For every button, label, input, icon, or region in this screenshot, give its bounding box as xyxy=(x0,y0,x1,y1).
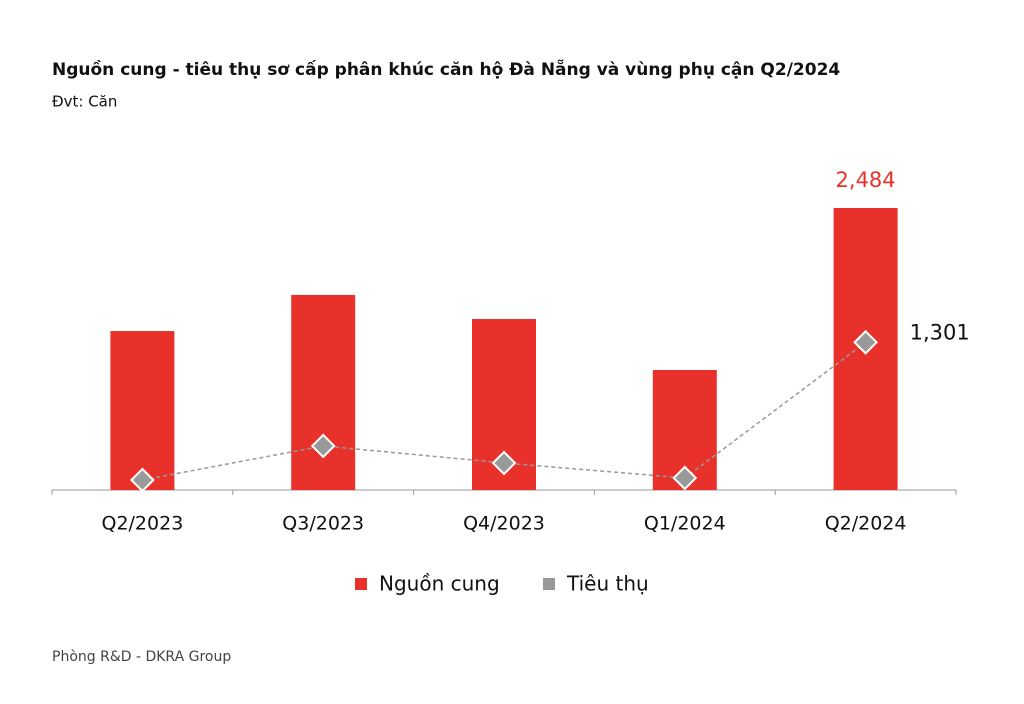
legend-swatch xyxy=(543,578,555,590)
x-tick-label: Q2/2024 xyxy=(825,513,907,535)
legend-label: Nguồn cung xyxy=(379,572,500,596)
source: Phòng R&D - DKRA Group xyxy=(52,649,231,665)
x-tick-label: Q3/2023 xyxy=(282,513,364,535)
marker xyxy=(491,450,517,476)
x-tick-label: Q4/2023 xyxy=(463,513,545,535)
value-label: 1,301 xyxy=(910,320,970,344)
legend-label: Tiêu thụ xyxy=(566,572,649,596)
bar xyxy=(110,331,175,490)
marker xyxy=(310,433,336,459)
chart-title: Nguồn cung - tiêu thụ sơ cấp phân khúc c… xyxy=(52,58,840,80)
x-tick-label: Q2/2023 xyxy=(101,513,183,535)
marker xyxy=(129,467,155,493)
x-tick-label: Q1/2024 xyxy=(644,513,726,535)
chart-subtitle: Đvt: Căn xyxy=(52,93,117,111)
marker xyxy=(672,465,698,491)
legend-swatch xyxy=(355,578,367,590)
value-label: 2,484 xyxy=(836,168,896,192)
marker xyxy=(853,329,879,355)
bar xyxy=(291,294,356,490)
